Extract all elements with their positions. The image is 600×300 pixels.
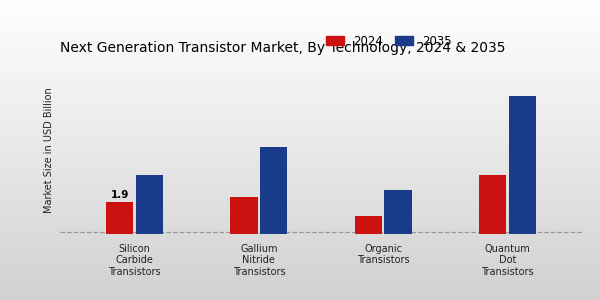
- Bar: [230, 197, 257, 234]
- Bar: [385, 190, 412, 234]
- Text: Next Generation Transistor Market, By Technology, 2024 & 2035: Next Generation Transistor Market, By Te…: [60, 41, 505, 55]
- Bar: [106, 202, 133, 234]
- Legend: 2024, 2035: 2024, 2035: [322, 30, 457, 52]
- Y-axis label: Market Size in USD Billion: Market Size in USD Billion: [44, 87, 55, 213]
- Bar: [479, 175, 506, 234]
- Bar: [136, 175, 163, 234]
- Bar: [355, 215, 382, 234]
- Bar: [260, 147, 287, 234]
- Text: 1.9: 1.9: [110, 190, 129, 200]
- Bar: [509, 96, 536, 234]
